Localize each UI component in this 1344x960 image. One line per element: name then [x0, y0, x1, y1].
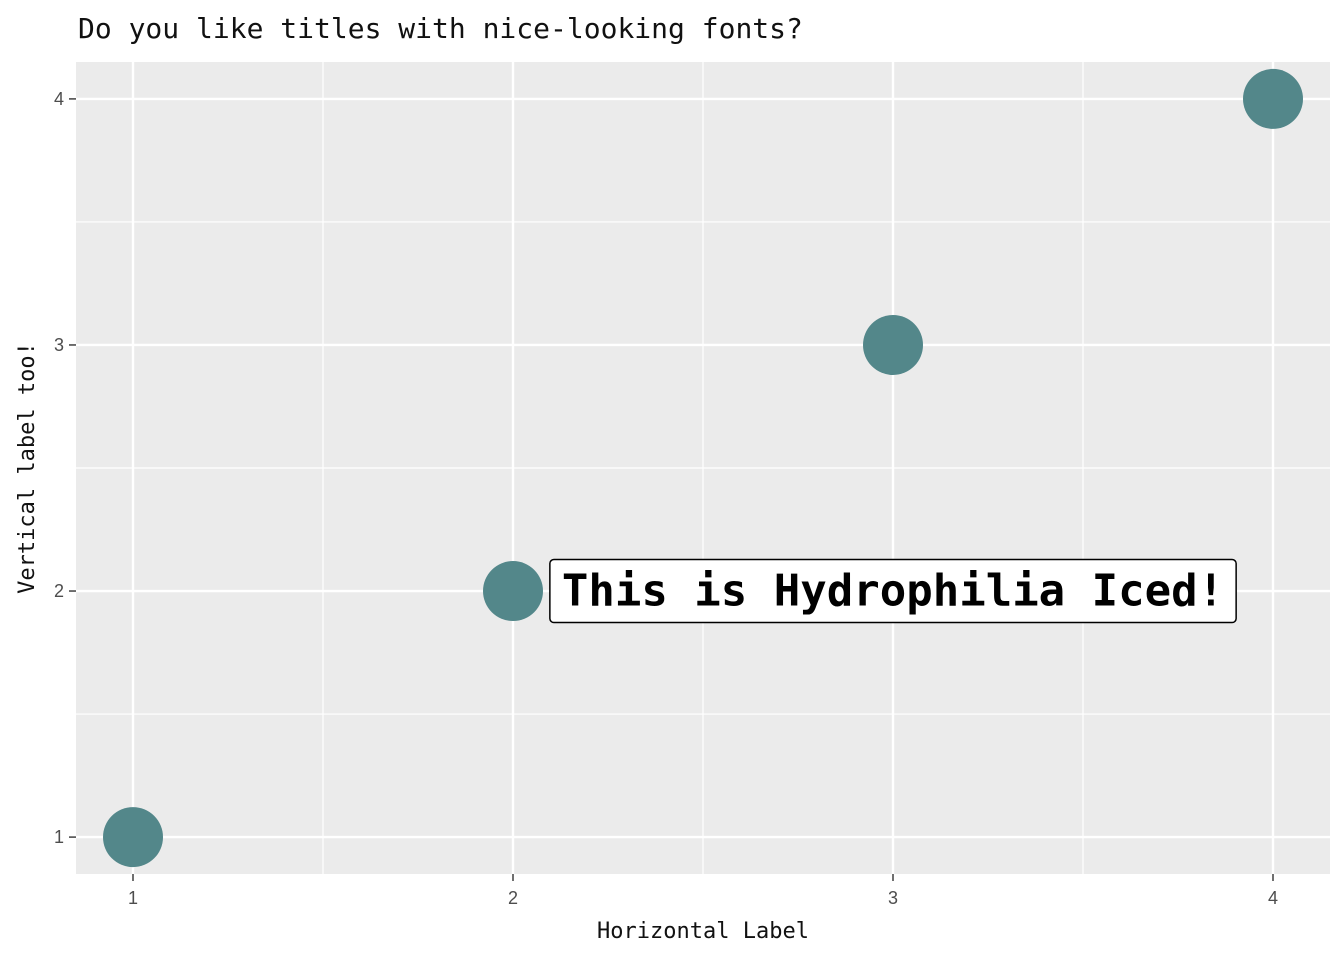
y-tick-label: 2: [54, 581, 64, 601]
data-point: [1243, 68, 1303, 129]
y-tick-label: 3: [54, 335, 64, 355]
data-point: [483, 561, 543, 622]
chart-title: Do you like titles with nice-looking fon…: [78, 12, 803, 45]
y-tick-label: 4: [54, 89, 64, 109]
data-points: [103, 68, 1303, 868]
annotation-box: [549, 558, 1237, 624]
x-tick-label: 3: [888, 888, 898, 908]
x-tick-label: 4: [1268, 888, 1278, 908]
y-tick-label: 1: [54, 827, 64, 847]
y-axis: 1 2 3 4: [54, 89, 76, 847]
annotation-label: This is Hydrophilia Iced!: [549, 558, 1237, 624]
x-tick-label: 2: [508, 888, 518, 908]
minor-gridlines: [76, 62, 1330, 874]
x-tick-label: 1: [128, 888, 138, 908]
x-axis: 1 2 3 4: [128, 874, 1278, 908]
data-point: [103, 807, 163, 868]
annotation-text: This is Hydrophilia Iced!: [562, 566, 1224, 617]
data-point: [863, 314, 923, 375]
y-axis-title: Vertical label too!: [15, 342, 40, 594]
x-axis-title: Horizontal Label: [597, 919, 809, 944]
